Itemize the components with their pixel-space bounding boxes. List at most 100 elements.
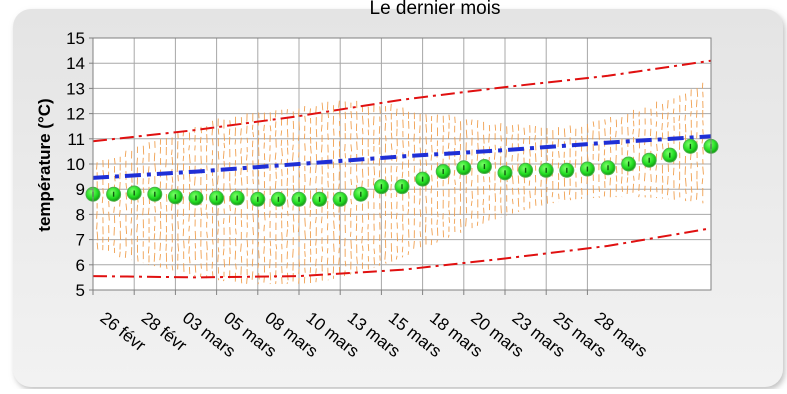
spread-mark bbox=[570, 198, 571, 201]
spread-mark bbox=[143, 187, 144, 193]
spread-mark bbox=[305, 116, 306, 122]
spread-mark bbox=[553, 202, 554, 203]
y-tick-label: 11 bbox=[67, 130, 85, 149]
spread-mark bbox=[668, 100, 669, 108]
spread-mark bbox=[386, 135, 387, 141]
spread-mark bbox=[195, 265, 196, 273]
spread-mark bbox=[431, 185, 432, 193]
spread-mark bbox=[501, 205, 502, 213]
spread-mark bbox=[397, 149, 398, 154]
spread-mark bbox=[293, 249, 294, 258]
spread-mark bbox=[212, 121, 213, 126]
spread-mark bbox=[668, 112, 669, 119]
spread-mark bbox=[702, 178, 703, 184]
spread-mark bbox=[512, 135, 513, 140]
spread-mark bbox=[697, 162, 698, 168]
spread-mark bbox=[541, 200, 542, 206]
spread-mark bbox=[356, 236, 357, 241]
spread-mark bbox=[298, 135, 299, 141]
spread-mark bbox=[282, 232, 283, 240]
spread-mark bbox=[305, 218, 306, 227]
spread-mark bbox=[616, 166, 617, 173]
spread-mark bbox=[316, 268, 317, 274]
spread-mark bbox=[189, 257, 190, 264]
spread-mark bbox=[218, 229, 219, 235]
spread-mark bbox=[685, 115, 686, 121]
spread-mark bbox=[380, 213, 381, 218]
spread-mark bbox=[126, 183, 127, 188]
y-tick-label: 7 bbox=[76, 231, 85, 250]
spread-mark bbox=[374, 257, 375, 264]
spread-mark bbox=[385, 232, 386, 238]
spread-mark bbox=[691, 111, 692, 116]
spread-mark bbox=[339, 131, 340, 137]
spread-mark bbox=[391, 104, 392, 111]
spread-mark bbox=[264, 277, 265, 283]
spread-mark bbox=[224, 134, 225, 141]
spread-mark bbox=[293, 145, 294, 150]
spread-mark bbox=[241, 168, 242, 175]
spread-mark bbox=[644, 173, 645, 181]
spread-mark bbox=[420, 209, 421, 217]
spread-mark bbox=[322, 256, 323, 262]
spread-mark bbox=[154, 265, 155, 266]
spread-mark bbox=[200, 274, 201, 277]
spread-mark bbox=[270, 272, 271, 280]
spread-mark bbox=[379, 158, 380, 166]
spread-mark bbox=[374, 166, 375, 175]
spread-mark bbox=[374, 249, 375, 254]
spread-mark bbox=[386, 262, 387, 264]
spread-mark bbox=[258, 232, 259, 238]
spread-mark bbox=[172, 247, 173, 252]
spread-mark bbox=[137, 255, 138, 261]
spread-mark bbox=[518, 176, 519, 184]
spread-mark bbox=[171, 204, 172, 211]
spread-mark bbox=[178, 221, 179, 229]
spread-mark bbox=[622, 186, 623, 192]
spread-mark bbox=[351, 199, 352, 204]
spread-mark bbox=[275, 121, 276, 127]
chart-title: Le dernier mois bbox=[370, 0, 501, 19]
y-tick-label: 14 bbox=[66, 54, 85, 73]
spread-mark bbox=[489, 214, 490, 220]
spread-mark bbox=[212, 239, 213, 244]
spread-mark bbox=[201, 208, 202, 216]
spread-mark bbox=[275, 181, 276, 189]
spread-mark bbox=[298, 109, 299, 117]
spread-mark bbox=[402, 247, 403, 253]
spread-mark bbox=[253, 227, 254, 235]
spread-mark bbox=[483, 199, 484, 205]
spread-mark bbox=[448, 235, 449, 238]
spread-mark bbox=[668, 122, 669, 127]
spread-mark bbox=[241, 148, 242, 154]
spread-mark bbox=[154, 253, 155, 262]
spread-mark bbox=[662, 144, 663, 150]
spread-mark bbox=[316, 239, 317, 246]
spread-mark bbox=[310, 178, 311, 186]
spread-mark bbox=[270, 241, 271, 247]
spread-mark bbox=[616, 131, 617, 137]
spread-mark bbox=[673, 109, 674, 114]
spread-mark bbox=[357, 142, 358, 150]
spread-mark bbox=[253, 179, 254, 184]
spread-mark bbox=[455, 137, 456, 145]
spread-mark bbox=[322, 145, 323, 153]
spread-mark bbox=[287, 262, 288, 268]
spread-mark bbox=[558, 139, 559, 147]
y-tick-label: 5 bbox=[76, 281, 85, 300]
spread-mark bbox=[223, 279, 224, 281]
spread-mark bbox=[386, 115, 387, 121]
spread-mark bbox=[402, 255, 403, 257]
spread-mark bbox=[160, 232, 161, 240]
spread-mark bbox=[126, 226, 127, 234]
spread-mark bbox=[634, 176, 635, 181]
spread-mark bbox=[252, 259, 253, 267]
spread-mark bbox=[189, 145, 190, 150]
spread-mark bbox=[120, 200, 121, 207]
spread-mark bbox=[691, 100, 692, 108]
spread-mark bbox=[97, 162, 98, 169]
spread-mark bbox=[207, 241, 208, 250]
spread-mark bbox=[310, 202, 311, 208]
